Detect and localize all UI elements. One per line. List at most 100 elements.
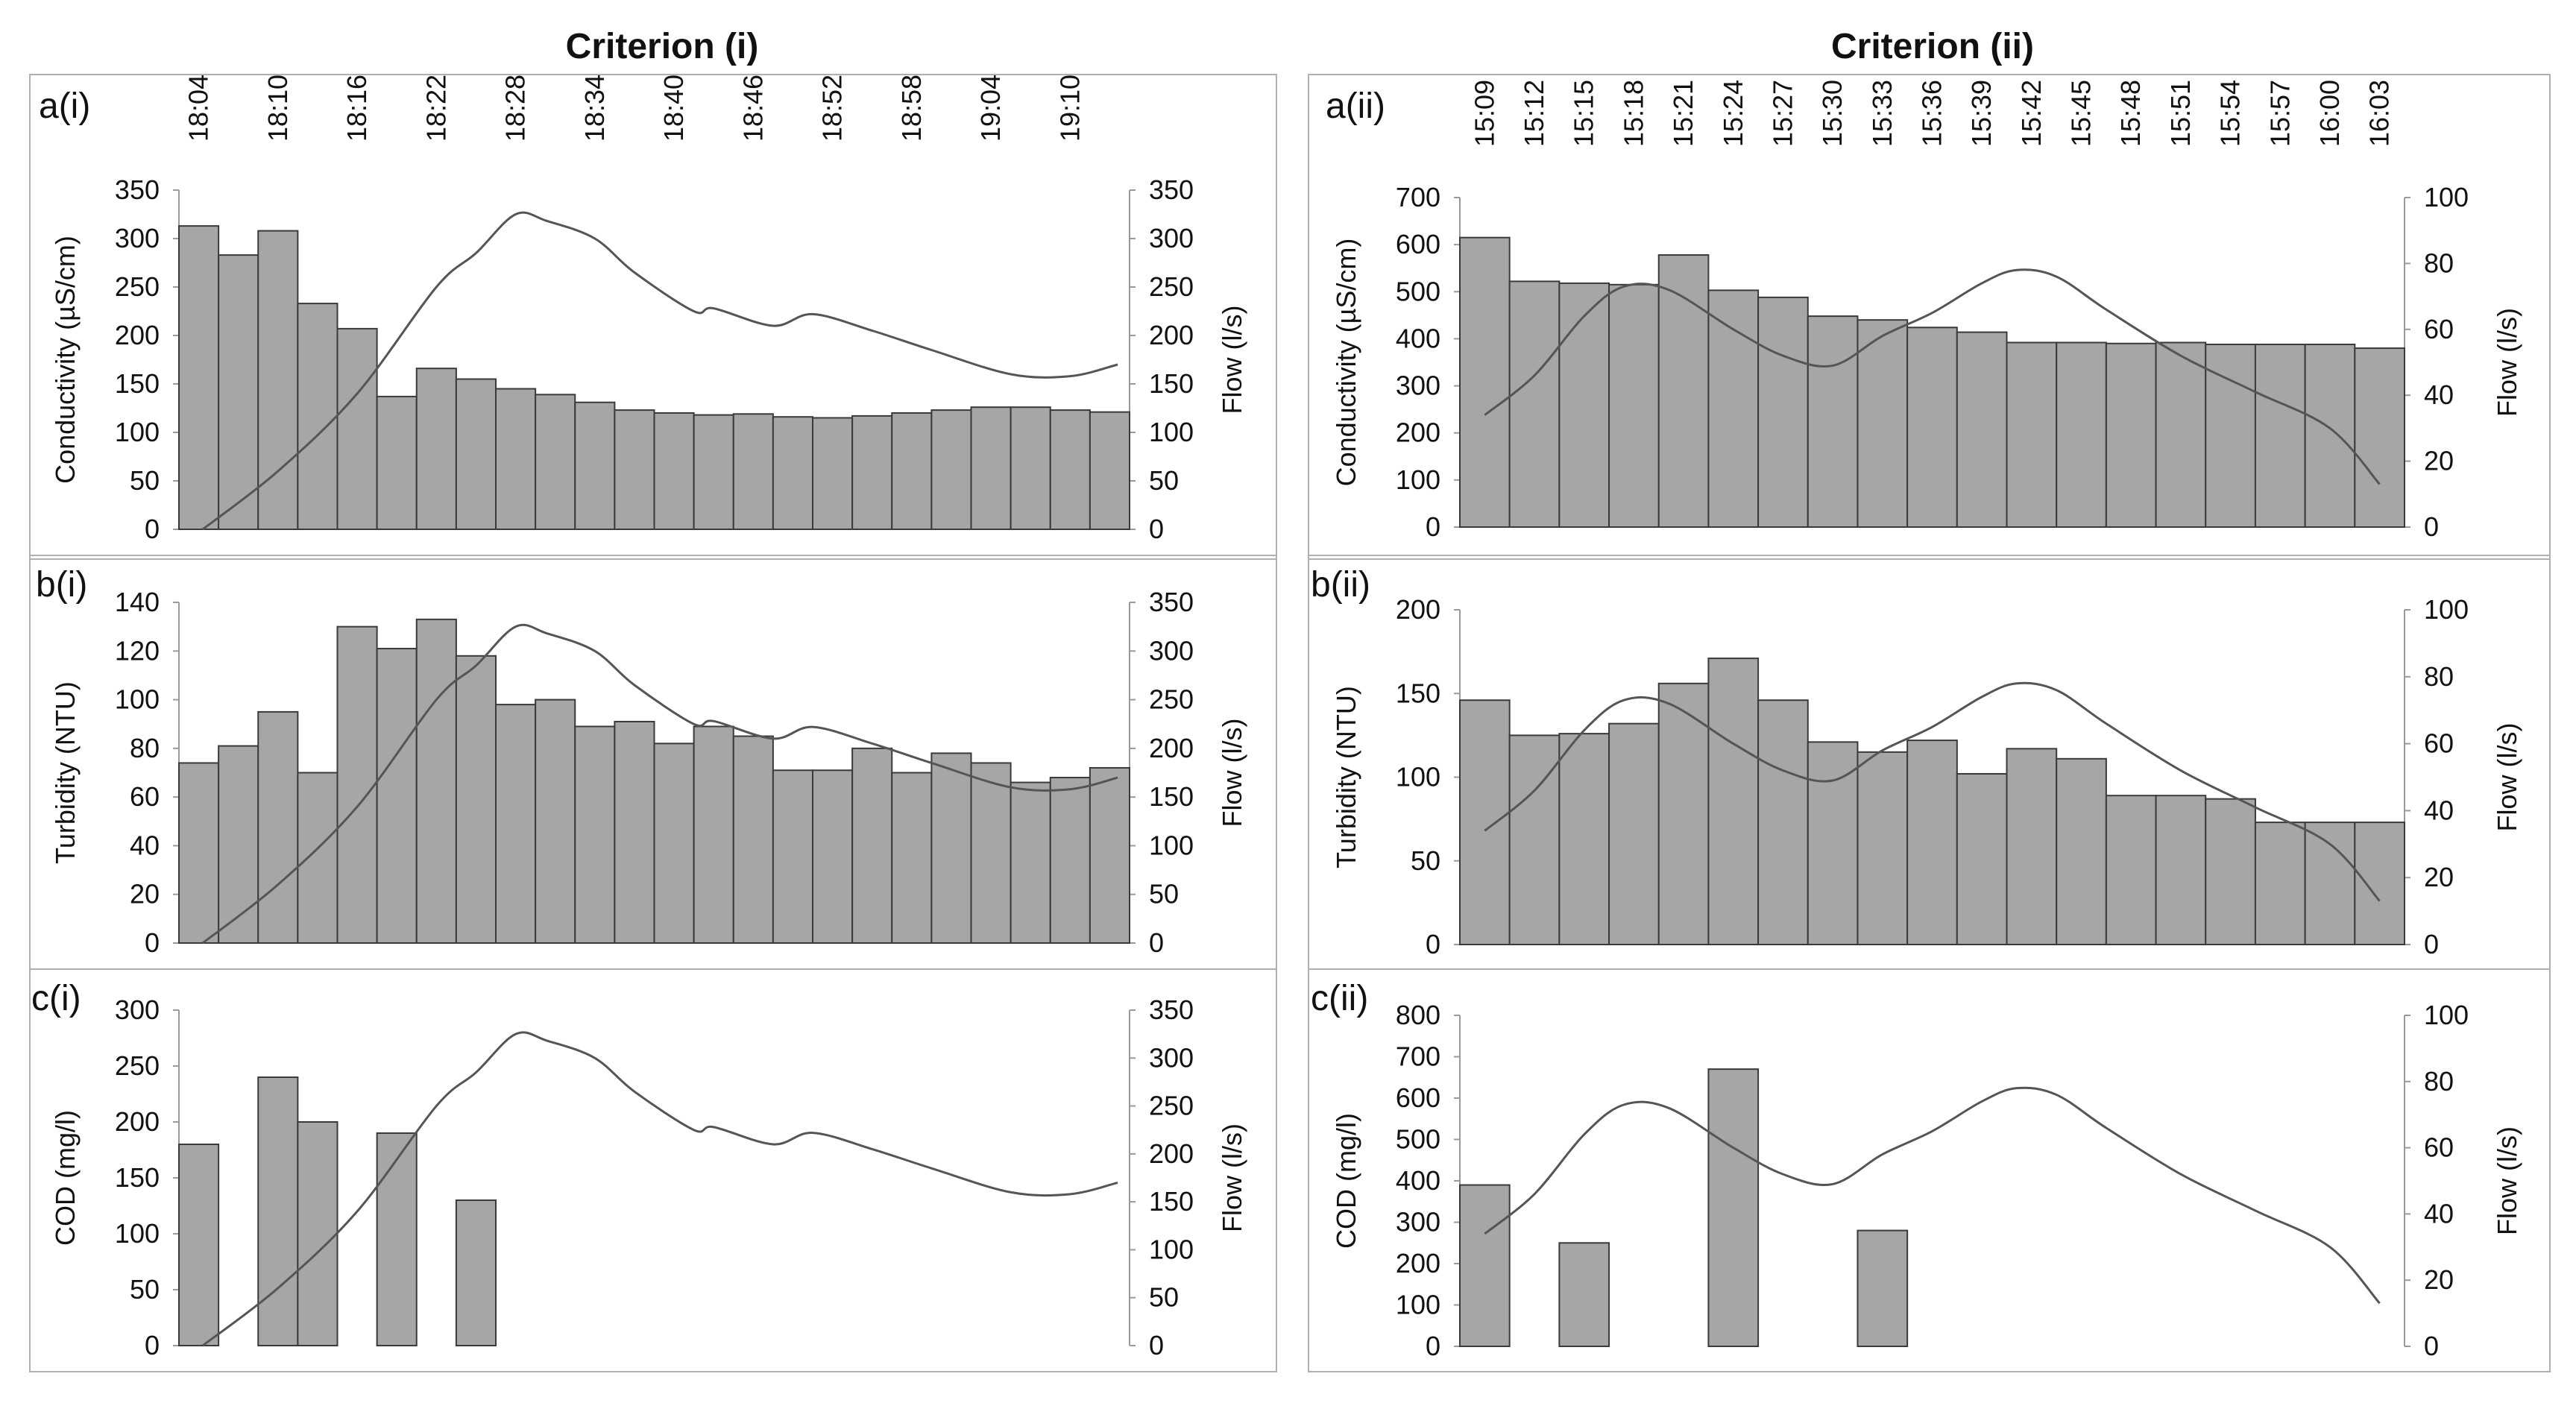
bar bbox=[1508, 280, 1561, 528]
y-tick-label: 150 bbox=[115, 368, 160, 399]
y-tick-label: 60 bbox=[130, 781, 160, 812]
bar bbox=[455, 655, 497, 944]
y2-tick-label: 350 bbox=[1149, 994, 1194, 1025]
bar bbox=[574, 401, 616, 531]
y-tick-label: 40 bbox=[130, 830, 160, 860]
bar bbox=[376, 395, 418, 531]
bar bbox=[2105, 342, 2157, 528]
y-tick-label: 100 bbox=[115, 417, 160, 447]
bar bbox=[1558, 733, 1610, 945]
bar bbox=[336, 625, 378, 945]
y2-tick-label: 60 bbox=[2424, 1132, 2454, 1163]
y-tick-label: 800 bbox=[1396, 1000, 1440, 1030]
time-label: 15:09 bbox=[1469, 80, 1499, 147]
y-tick-label: 100 bbox=[115, 684, 160, 715]
y2-axis-title: Flow (l/s) bbox=[1217, 719, 1247, 827]
bar bbox=[851, 747, 893, 944]
y2-axis-title: Flow (l/s) bbox=[2492, 1126, 2522, 1235]
bar bbox=[614, 720, 655, 944]
y2-tick-label: 150 bbox=[1149, 781, 1194, 812]
bar bbox=[1956, 773, 2008, 946]
y2-tick-label: 50 bbox=[1149, 1282, 1179, 1313]
bar bbox=[257, 230, 299, 530]
y-axis-title: Turbidity (NTU) bbox=[1331, 686, 1361, 868]
flow-line bbox=[201, 1031, 1118, 1347]
y2-tick-label: 80 bbox=[2424, 661, 2454, 692]
y2-tick-label: 100 bbox=[2424, 594, 2469, 625]
bar bbox=[812, 769, 854, 944]
time-label: 15:39 bbox=[1966, 80, 1997, 147]
time-label: 15:48 bbox=[2115, 80, 2146, 147]
y-tick-label: 500 bbox=[1396, 1124, 1440, 1155]
y2-axis-title: Flow (l/s) bbox=[1217, 1123, 1247, 1232]
y2-tick-label: 300 bbox=[1149, 223, 1194, 253]
panel-label: b(ii) bbox=[1311, 565, 1370, 605]
bar bbox=[2056, 341, 2107, 529]
bar bbox=[415, 368, 457, 531]
bar bbox=[693, 414, 734, 530]
bar bbox=[376, 1132, 418, 1346]
bar bbox=[693, 725, 734, 944]
flow-line bbox=[1484, 681, 2381, 902]
y2-axis-title: Flow (l/s) bbox=[2492, 308, 2522, 417]
y2-tick-label: 200 bbox=[1149, 733, 1194, 763]
bar bbox=[1010, 781, 1051, 944]
bar bbox=[614, 409, 655, 530]
bar bbox=[535, 394, 576, 530]
y2-tick-label: 80 bbox=[2424, 248, 2454, 278]
bar bbox=[2354, 347, 2405, 528]
y-tick-label: 150 bbox=[1396, 678, 1440, 708]
y-tick-label: 50 bbox=[130, 1274, 160, 1305]
bar bbox=[178, 762, 220, 945]
y2-tick-label: 80 bbox=[2424, 1066, 2454, 1097]
bar bbox=[2304, 344, 2356, 528]
bar bbox=[297, 1121, 338, 1346]
bar bbox=[891, 412, 933, 530]
time-label: 15:24 bbox=[1718, 80, 1748, 147]
y2-tick-label: 50 bbox=[1149, 879, 1179, 909]
y-tick-label: 100 bbox=[1396, 1290, 1440, 1320]
y2-tick-label: 150 bbox=[1149, 368, 1194, 399]
bar bbox=[891, 772, 933, 944]
panel-label: a(i) bbox=[39, 86, 90, 126]
y-tick-label: 0 bbox=[145, 927, 160, 958]
time-label: 18:22 bbox=[421, 75, 451, 142]
y-tick-label: 400 bbox=[1396, 1165, 1440, 1196]
y-tick-label: 140 bbox=[115, 587, 160, 617]
bar bbox=[1558, 1242, 1610, 1347]
time-label: 15:45 bbox=[2066, 80, 2097, 147]
bar bbox=[178, 225, 220, 530]
bar bbox=[535, 699, 576, 944]
bar bbox=[1558, 282, 1610, 528]
bar bbox=[297, 303, 338, 530]
flow-line bbox=[201, 211, 1118, 531]
y-tick-label: 350 bbox=[115, 174, 160, 205]
bar bbox=[178, 1144, 220, 1346]
time-label: 18:10 bbox=[262, 75, 293, 142]
y-tick-label: 200 bbox=[1396, 417, 1440, 448]
bar bbox=[1010, 406, 1051, 531]
bar bbox=[257, 1076, 299, 1346]
y2-tick-label: 40 bbox=[2424, 1198, 2454, 1229]
time-label: 18:40 bbox=[658, 75, 689, 142]
y-tick-label: 0 bbox=[145, 514, 160, 544]
bar bbox=[1707, 658, 1760, 945]
bar bbox=[336, 327, 378, 530]
frame-left-top bbox=[29, 74, 1277, 560]
bar bbox=[2006, 341, 2058, 529]
bar bbox=[1089, 766, 1130, 944]
y2-tick-label: 100 bbox=[1149, 830, 1194, 860]
time-label: 15:15 bbox=[1569, 80, 1599, 147]
bar bbox=[574, 725, 616, 944]
y-tick-label: 200 bbox=[1396, 1248, 1440, 1279]
bar bbox=[732, 413, 774, 530]
y-axis-title: COD (mg/l) bbox=[50, 1110, 81, 1246]
bar bbox=[2354, 822, 2405, 945]
y-tick-label: 250 bbox=[115, 1050, 160, 1081]
y2-tick-label: 150 bbox=[1149, 1186, 1194, 1217]
y-tick-label: 600 bbox=[1396, 229, 1440, 259]
y-tick-label: 80 bbox=[130, 733, 160, 763]
y2-tick-label: 40 bbox=[2424, 795, 2454, 825]
